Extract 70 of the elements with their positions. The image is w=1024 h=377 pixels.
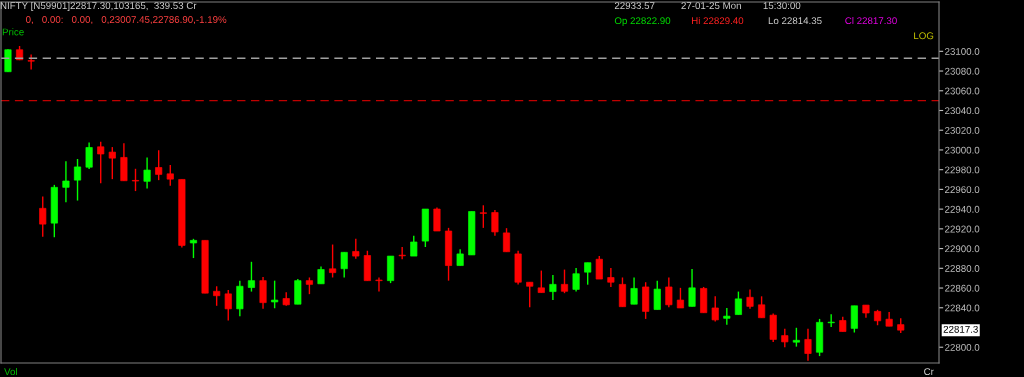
candlestick	[340, 251, 348, 279]
candlestick	[410, 234, 418, 257]
candlestick	[653, 279, 661, 311]
y-tick-label: 22880.0	[945, 265, 980, 272]
candlestick	[375, 276, 383, 293]
candlestick	[39, 195, 47, 238]
candlestick	[630, 276, 638, 305]
annotation: Op 22822.90	[614, 17, 671, 27]
y-tick-label: 23080.0	[945, 67, 980, 75]
candlestick	[97, 141, 105, 184]
candlestick	[885, 311, 893, 327]
annotation: 22933.57	[614, 2, 655, 10]
candlestick	[73, 158, 82, 202]
y-tick-label: 22800.0	[945, 343, 980, 351]
candlestick	[247, 261, 255, 293]
y-tick-label: 22900.0	[945, 245, 980, 253]
candlestick	[595, 255, 603, 280]
candlestick	[792, 327, 800, 348]
candlestick	[607, 267, 615, 288]
candlestick	[143, 156, 151, 190]
candlestick	[781, 327, 789, 348]
annotation: Cl 22817.30	[845, 16, 897, 25]
candlestick	[50, 184, 58, 238]
annotation: 0, 0.00: 0.00, 0,23007.45,22786.90,-1.19%	[25, 16, 227, 25]
candlestick	[108, 146, 116, 180]
text: 22817.3	[943, 325, 978, 333]
y-tick-label: 22840.0	[945, 304, 980, 312]
candlestick	[468, 210, 476, 256]
y-tick-label: 22860.0	[945, 284, 980, 292]
candlestick	[479, 204, 487, 229]
text: Cr	[924, 368, 934, 376]
candlestick	[155, 149, 163, 181]
candlestick	[329, 243, 337, 279]
y-tick-label: 22960.0	[945, 186, 980, 194]
y-tick-label: 23000.0	[945, 146, 980, 154]
candlestick	[769, 312, 777, 343]
y-tick-label: 23020.0	[945, 126, 980, 134]
candlestick	[352, 238, 360, 260]
y-tick-label: 23040.0	[945, 107, 980, 115]
candlestick	[862, 304, 870, 319]
candlestick	[711, 295, 719, 323]
y-tick-label: 22980.0	[945, 166, 980, 174]
y-tick-label: 22920.0	[945, 225, 980, 233]
candlestick	[584, 261, 592, 286]
text: Vol	[4, 367, 17, 376]
candlestick	[27, 53, 35, 71]
candlestick	[166, 164, 174, 187]
y-tick-label: 23060.0	[945, 87, 980, 95]
candlestick	[526, 281, 534, 309]
candlestick	[271, 279, 279, 309]
candlestick	[537, 269, 545, 294]
candlestick	[676, 287, 684, 309]
candlestick	[456, 248, 464, 267]
text: LOG	[914, 32, 934, 40]
annotation: Lo 22814.35	[768, 17, 822, 25]
candlestick	[560, 268, 569, 294]
annotation: Hi 22829.40	[692, 16, 744, 25]
annotation: 27-01-25 Mon	[681, 2, 741, 10]
candlestick	[131, 168, 140, 192]
annotation: Price	[2, 28, 24, 36]
annotation: 15:30:00	[763, 2, 801, 10]
candlestick	[62, 160, 70, 203]
y-tick-label: 23100.0	[945, 48, 980, 55]
candlestick	[723, 307, 731, 326]
candlestick	[688, 268, 696, 308]
candlestick	[189, 238, 198, 259]
candlestick	[224, 289, 232, 322]
y-tick-label: 22940.0	[945, 205, 980, 213]
candlestick	[433, 206, 441, 232]
annotation: NIFTY [N59901]22817.30,103165, 339.53 Cr	[0, 1, 197, 11]
